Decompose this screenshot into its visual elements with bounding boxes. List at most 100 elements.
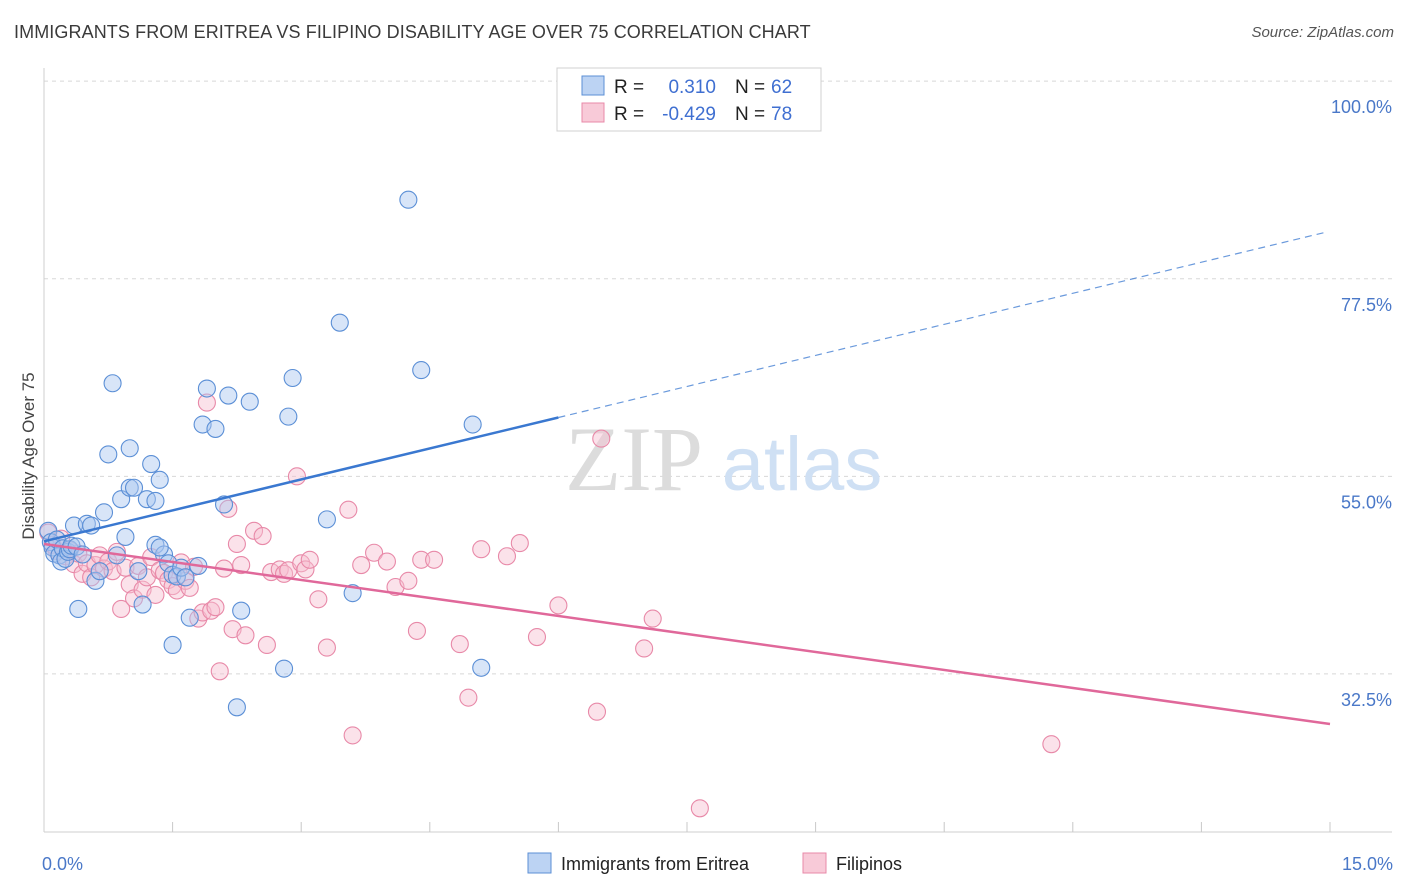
filipinos-trend-line (43, 542, 1331, 726)
filipinos-point (343, 726, 362, 745)
y-tick-label: 55.0% (1341, 492, 1392, 512)
filipinos-point (549, 596, 568, 615)
eritrea-point (120, 478, 139, 497)
eritrea-point (142, 455, 161, 474)
eritrea-point (463, 415, 482, 434)
filipinos-point (425, 550, 444, 569)
filipinos-point (206, 598, 225, 617)
watermark-zip: ZIP (565, 408, 703, 510)
legend-swatch-eritrea (581, 75, 605, 96)
eritrea-point (227, 698, 246, 717)
eritrea-point (163, 635, 182, 655)
filipinos-point (690, 799, 709, 818)
filipinos-point (377, 552, 396, 571)
filipinos-point (352, 555, 371, 575)
legend-box: R = 0.310 N = 62 R = -0.429 N = 78 (556, 67, 822, 132)
y-tick-label: 100.0% (1331, 97, 1392, 117)
eritrea-point (219, 386, 238, 405)
filipinos-point (339, 500, 358, 519)
filipinos-point (527, 627, 547, 647)
filipinos-point (643, 609, 662, 628)
filipinos-point (459, 688, 478, 707)
legend-n-label-2: N = (735, 104, 765, 125)
trend-lines (43, 231, 1331, 726)
eritrea-point (133, 595, 152, 614)
filipinos-point (510, 534, 529, 553)
filipinos-point (635, 639, 654, 658)
chart-title: IMMIGRANTS FROM ERITREA VS FILIPINO DISA… (14, 22, 811, 42)
eritrea-point (103, 374, 122, 393)
bottom-legend: Immigrants from Eritrea Filipinos (527, 852, 902, 874)
legend-n-label-1: N = (735, 77, 765, 98)
chart-source: Source: ZipAtlas.com (1251, 24, 1394, 41)
x-tick-label-min: 0.0% (42, 854, 83, 874)
watermark-atlas: atlas (722, 422, 883, 507)
eritrea-point (232, 601, 251, 620)
eritrea-point (330, 313, 349, 332)
filipinos-point (253, 527, 272, 546)
filipinos-point (309, 590, 328, 609)
filipinos-point (146, 585, 165, 604)
eritrea-point (283, 368, 302, 388)
bottom-legend-swatch-filipinos (802, 852, 827, 874)
filipinos-point (450, 635, 469, 654)
filipinos-point (236, 626, 255, 645)
legend-r-label-1: R = (614, 77, 644, 98)
eritrea-point (120, 439, 139, 458)
eritrea-point (279, 407, 298, 426)
watermark: ZIP atlas (565, 408, 882, 510)
eritrea-trend-extension (558, 231, 1326, 419)
filipinos-point (1042, 735, 1061, 754)
filipinos-points (39, 393, 1061, 818)
eritrea-point (275, 659, 294, 678)
eritrea-point (94, 503, 114, 522)
y-axis-label: Disability Age Over 75 (19, 372, 38, 539)
legend-r-value-1: 0.310 (668, 77, 716, 98)
eritrea-point (240, 392, 259, 411)
filipinos-point (497, 547, 517, 566)
bottom-legend-label-filipinos: Filipinos (836, 854, 902, 874)
eritrea-point (472, 658, 491, 677)
eritrea-point (124, 478, 144, 497)
eritrea-point (176, 568, 195, 587)
eritrea-point (206, 419, 225, 438)
filipinos-point (227, 534, 246, 554)
eritrea-trend-line (43, 416, 559, 543)
filipinos-point (412, 550, 431, 569)
filipinos-point (472, 540, 491, 559)
eritrea-point (399, 190, 418, 209)
filipinos-point (592, 429, 611, 448)
axis-layer: 32.5% 55.0% 77.5% 100.0% 0.0% 15.0% (42, 68, 1393, 874)
filipinos-point (407, 621, 426, 640)
eritrea-point (69, 599, 88, 618)
filipinos-point (300, 550, 319, 569)
x-tick-label-max: 15.0% (1342, 854, 1393, 874)
eritrea-point (116, 527, 135, 546)
bottom-legend-swatch-eritrea (527, 852, 552, 874)
filipinos-point (244, 521, 264, 540)
grid-layer (44, 80, 1392, 675)
bottom-legend-label-eritrea: Immigrants from Eritrea (561, 854, 750, 874)
eritrea-point (317, 510, 336, 529)
filipinos-point (317, 638, 336, 657)
filipinos-point (399, 571, 418, 590)
filipinos-point (210, 662, 229, 681)
eritrea-point (412, 361, 431, 380)
y-tick-label: 77.5% (1341, 295, 1392, 315)
eritrea-point (86, 571, 105, 590)
y-tick-label: 32.5% (1341, 690, 1392, 710)
legend-r-label-2: R = (614, 104, 644, 125)
filipinos-point (232, 555, 251, 575)
eritrea-point (90, 562, 109, 581)
legend-n-value-1: 62 (771, 77, 792, 98)
filipinos-point (587, 702, 607, 721)
legend-swatch-filipinos (581, 102, 605, 123)
eritrea-point (146, 491, 165, 510)
filipinos-point (180, 578, 199, 597)
filipinos-point (296, 560, 315, 579)
eritrea-point (197, 379, 216, 398)
legend-r-value-2: -0.429 (662, 104, 716, 125)
filipinos-point (112, 599, 131, 618)
filipinos-point (257, 635, 276, 655)
